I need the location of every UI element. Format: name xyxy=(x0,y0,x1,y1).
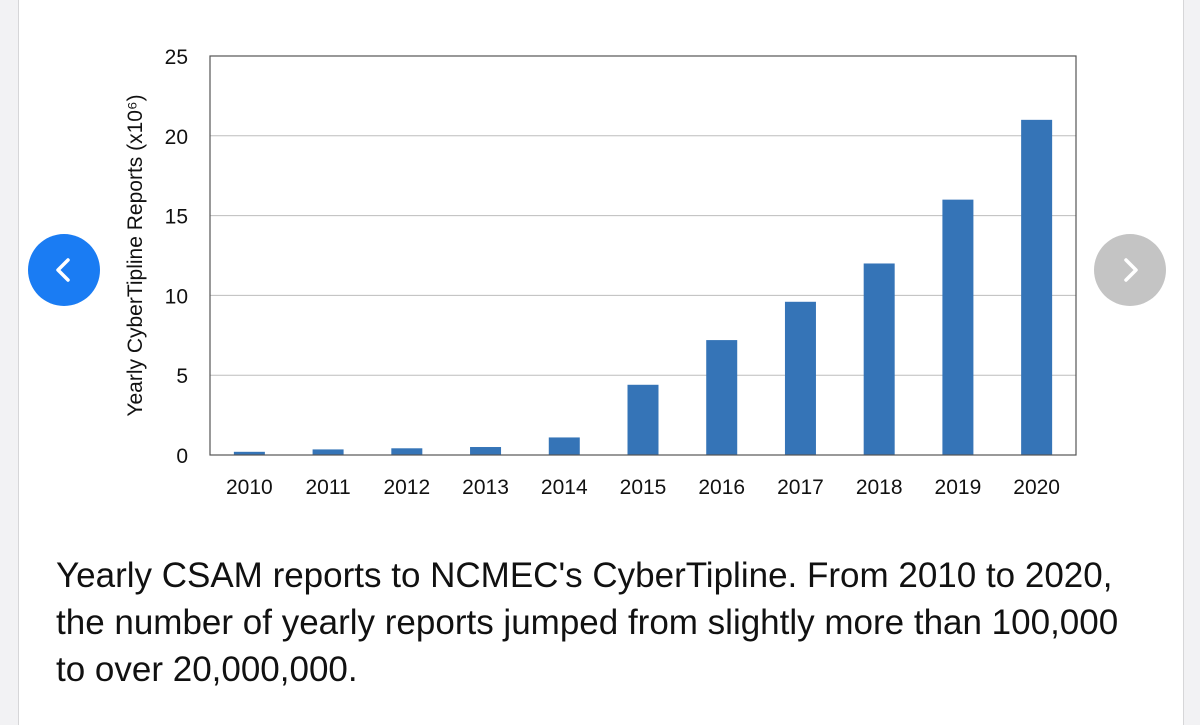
bar-2020 xyxy=(1021,119,1053,455)
x-tick-label: 2016 xyxy=(698,476,745,499)
bar-2012 xyxy=(391,448,423,455)
y-tick-label: 20 xyxy=(165,126,188,149)
y-tick-label: 0 xyxy=(176,445,188,468)
bar-2018 xyxy=(863,263,895,455)
bar-2010 xyxy=(233,451,265,455)
x-tick-label: 2020 xyxy=(1013,476,1060,499)
y-tick-label: 25 xyxy=(165,46,188,69)
y-tick-label: 10 xyxy=(165,285,188,308)
x-tick-label: 2015 xyxy=(620,476,667,499)
x-tick-label: 2014 xyxy=(541,476,588,499)
y-tick-label: 5 xyxy=(176,365,188,388)
bar-2016 xyxy=(706,340,738,455)
y-tick-label: 15 xyxy=(165,206,188,229)
plot-frame xyxy=(209,55,1077,456)
bar-2014 xyxy=(548,437,580,455)
image-caption: Yearly CSAM reports to NCMEC's CyberTipl… xyxy=(56,556,1119,689)
y-axis-label: Yearly CyberTipline Reports (x10⁶) xyxy=(124,94,147,416)
x-tick-label: 2012 xyxy=(383,476,430,499)
x-tick-label: 2011 xyxy=(306,476,351,499)
x-tick-label: 2010 xyxy=(226,476,273,499)
x-tick-label: 2019 xyxy=(935,476,982,499)
previous-image-button[interactable] xyxy=(28,234,100,306)
x-tick-label: 2017 xyxy=(777,476,824,499)
bar-2013 xyxy=(470,447,502,455)
x-tick-label: 2018 xyxy=(856,476,903,499)
bar-2019 xyxy=(942,199,974,455)
chevron-left-icon xyxy=(28,234,100,306)
bar-2015 xyxy=(627,384,659,455)
bar-chart: 0 5 10 15 20 25 2010 2011 2012 2013 2014 2015 2016 20… xyxy=(124,46,1077,499)
chevron-right-icon xyxy=(1094,234,1166,306)
bar-2011 xyxy=(312,449,344,455)
x-tick-label: 2013 xyxy=(462,476,509,499)
bar-2017 xyxy=(784,301,816,455)
next-image-button[interactable] xyxy=(1094,234,1166,306)
